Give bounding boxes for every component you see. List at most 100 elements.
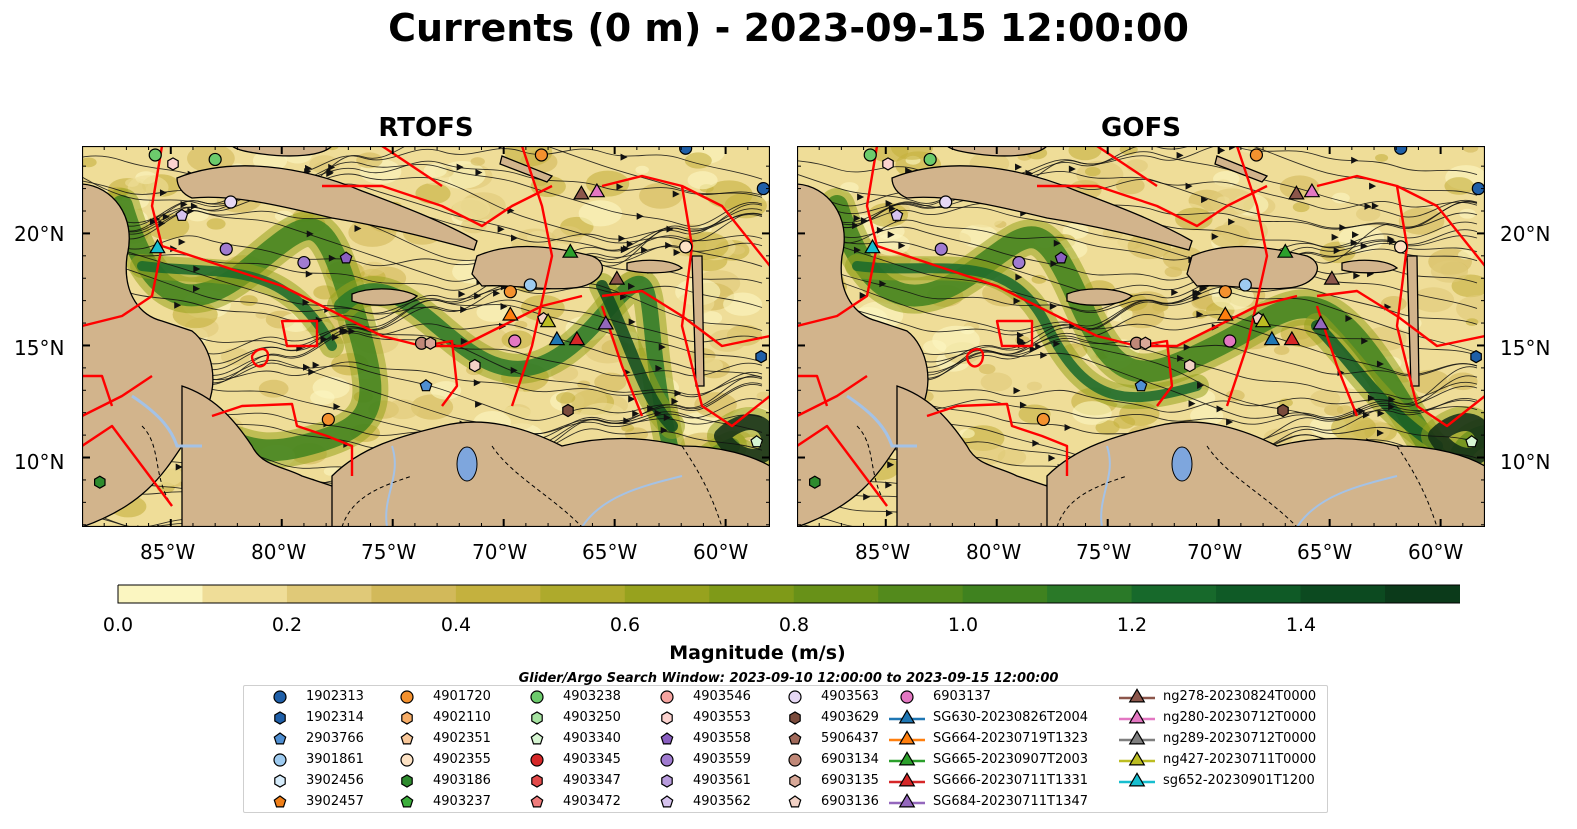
current-speed-patch bbox=[1115, 177, 1145, 195]
streamline-arrow bbox=[326, 168, 334, 176]
colorbar-segment bbox=[1300, 585, 1386, 603]
streamline-arrow bbox=[1228, 218, 1236, 226]
float-circle-marker bbox=[934, 242, 948, 256]
lon-tick-70w-right: 70°W bbox=[1187, 540, 1243, 564]
search-window-text: Glider/Argo Search Window: 2023-09-10 12… bbox=[518, 671, 1059, 686]
streamline-arrow bbox=[641, 246, 649, 254]
float-hexagon-marker bbox=[755, 350, 767, 364]
current-speed-patch bbox=[415, 182, 451, 205]
streamline-arrow bbox=[616, 183, 624, 191]
streamline-arrow bbox=[158, 219, 166, 227]
river bbox=[131, 394, 202, 448]
legend-circle-icon bbox=[788, 753, 802, 767]
streamline-arrow bbox=[1362, 411, 1370, 419]
streamline-arrow bbox=[898, 242, 906, 250]
lat-tick-15n-left: 15°N bbox=[14, 336, 65, 360]
float-pentagon-marker bbox=[1134, 379, 1148, 392]
streamline-arrow bbox=[1019, 339, 1027, 347]
legend-label: 6903135 bbox=[821, 773, 879, 788]
legend-hexagon-icon bbox=[401, 711, 413, 725]
river bbox=[846, 394, 917, 448]
streamline-arrow bbox=[178, 238, 186, 246]
streamline-arrow bbox=[174, 301, 182, 309]
float-circle-marker bbox=[923, 152, 937, 167]
streamline-arrow bbox=[193, 265, 201, 273]
current-speed-patch bbox=[945, 232, 972, 248]
lon-tick-65w-left: 65°W bbox=[582, 540, 638, 564]
float-circle-marker bbox=[224, 195, 238, 209]
colorbar-outline bbox=[117, 584, 1460, 604]
legend-hexagon-icon bbox=[661, 711, 673, 725]
legend-label: 4903472 bbox=[563, 794, 621, 809]
streamline-arrow bbox=[636, 212, 644, 220]
legend-circle-icon bbox=[900, 690, 914, 704]
glider-triangle-marker bbox=[1303, 182, 1321, 198]
glider-triangle-marker bbox=[561, 243, 579, 258]
legend-label: 4903553 bbox=[693, 710, 751, 725]
glider-triangle-marker bbox=[539, 312, 557, 328]
streamline-arrow bbox=[655, 364, 663, 372]
land-mass bbox=[181, 385, 338, 527]
legend-circle-icon bbox=[530, 690, 544, 704]
legend-label: 4903559 bbox=[693, 752, 751, 767]
legend-pentagon-icon bbox=[660, 795, 674, 808]
float-circle-marker bbox=[1394, 146, 1408, 155]
current-speed-patch bbox=[1336, 405, 1353, 415]
streamline-arrow bbox=[1360, 242, 1368, 250]
colorbar-tick-1: 0.2 bbox=[271, 614, 303, 636]
river bbox=[581, 475, 683, 527]
current-speed-patch bbox=[1095, 420, 1120, 435]
streamline-arrow bbox=[626, 240, 634, 248]
current-speed-patch bbox=[1263, 428, 1293, 447]
streamline bbox=[82, 208, 763, 266]
float-circle-marker bbox=[1249, 148, 1264, 162]
legend-pentagon-icon bbox=[273, 795, 287, 808]
float-hexagon-marker bbox=[1277, 403, 1289, 418]
glider-triangle-marker bbox=[597, 315, 615, 330]
current-speed-patch bbox=[639, 182, 683, 209]
legend-triangle-icon bbox=[898, 772, 916, 787]
streamline-arrow bbox=[308, 368, 316, 376]
current-speed-patch bbox=[723, 292, 763, 316]
current-speed-patch bbox=[1084, 166, 1101, 177]
colorbar-segment bbox=[1047, 585, 1133, 603]
streamline-arrow bbox=[853, 214, 861, 222]
streamline-arrow bbox=[1226, 418, 1234, 426]
legend-label: 4901720 bbox=[433, 689, 491, 704]
lat-tick-20n-left: 20°N bbox=[14, 222, 65, 246]
colorbar-tick-7: 1.4 bbox=[1285, 614, 1317, 636]
streamline-arrow bbox=[1068, 165, 1076, 173]
float-circle-marker bbox=[1223, 334, 1237, 348]
float-circle-marker bbox=[523, 278, 537, 292]
legend-label: 5906437 bbox=[821, 731, 879, 746]
legend-pentagon-icon bbox=[660, 732, 674, 745]
legend-label: 4903629 bbox=[821, 710, 879, 725]
streamline-arrow bbox=[1015, 273, 1023, 281]
current-speed-patch bbox=[82, 157, 97, 168]
streamline-arrow bbox=[1192, 293, 1200, 301]
current-speed-patch bbox=[594, 372, 627, 392]
streamline-arrow bbox=[333, 403, 341, 411]
panel-title-rtofs: RTOFS bbox=[378, 113, 474, 143]
eez-boundary bbox=[797, 375, 868, 418]
streamline-arrow bbox=[885, 199, 893, 207]
streamline bbox=[797, 274, 1478, 332]
map-frame bbox=[797, 146, 1485, 527]
streamline-arrow bbox=[1339, 224, 1347, 232]
eez-boundary bbox=[211, 402, 354, 476]
colorbar bbox=[117, 584, 1460, 604]
float-hexagon-marker bbox=[1470, 350, 1482, 364]
river bbox=[1296, 475, 1398, 527]
current-speed-patch bbox=[1388, 153, 1425, 175]
legend-pentagon-icon bbox=[530, 795, 544, 808]
eez-boundary bbox=[421, 339, 459, 407]
legend-label: 6903136 bbox=[821, 794, 879, 809]
streamline-arrow bbox=[1352, 231, 1360, 239]
streamline-arrow bbox=[475, 168, 483, 176]
streamline-arrow bbox=[305, 270, 313, 278]
glider-triangle-marker bbox=[149, 238, 166, 254]
streamline-arrow bbox=[149, 218, 157, 226]
lat-tick-10n-left: 10°N bbox=[14, 450, 65, 474]
land-mass bbox=[1046, 421, 1485, 527]
glider-triangle-marker bbox=[568, 330, 586, 346]
